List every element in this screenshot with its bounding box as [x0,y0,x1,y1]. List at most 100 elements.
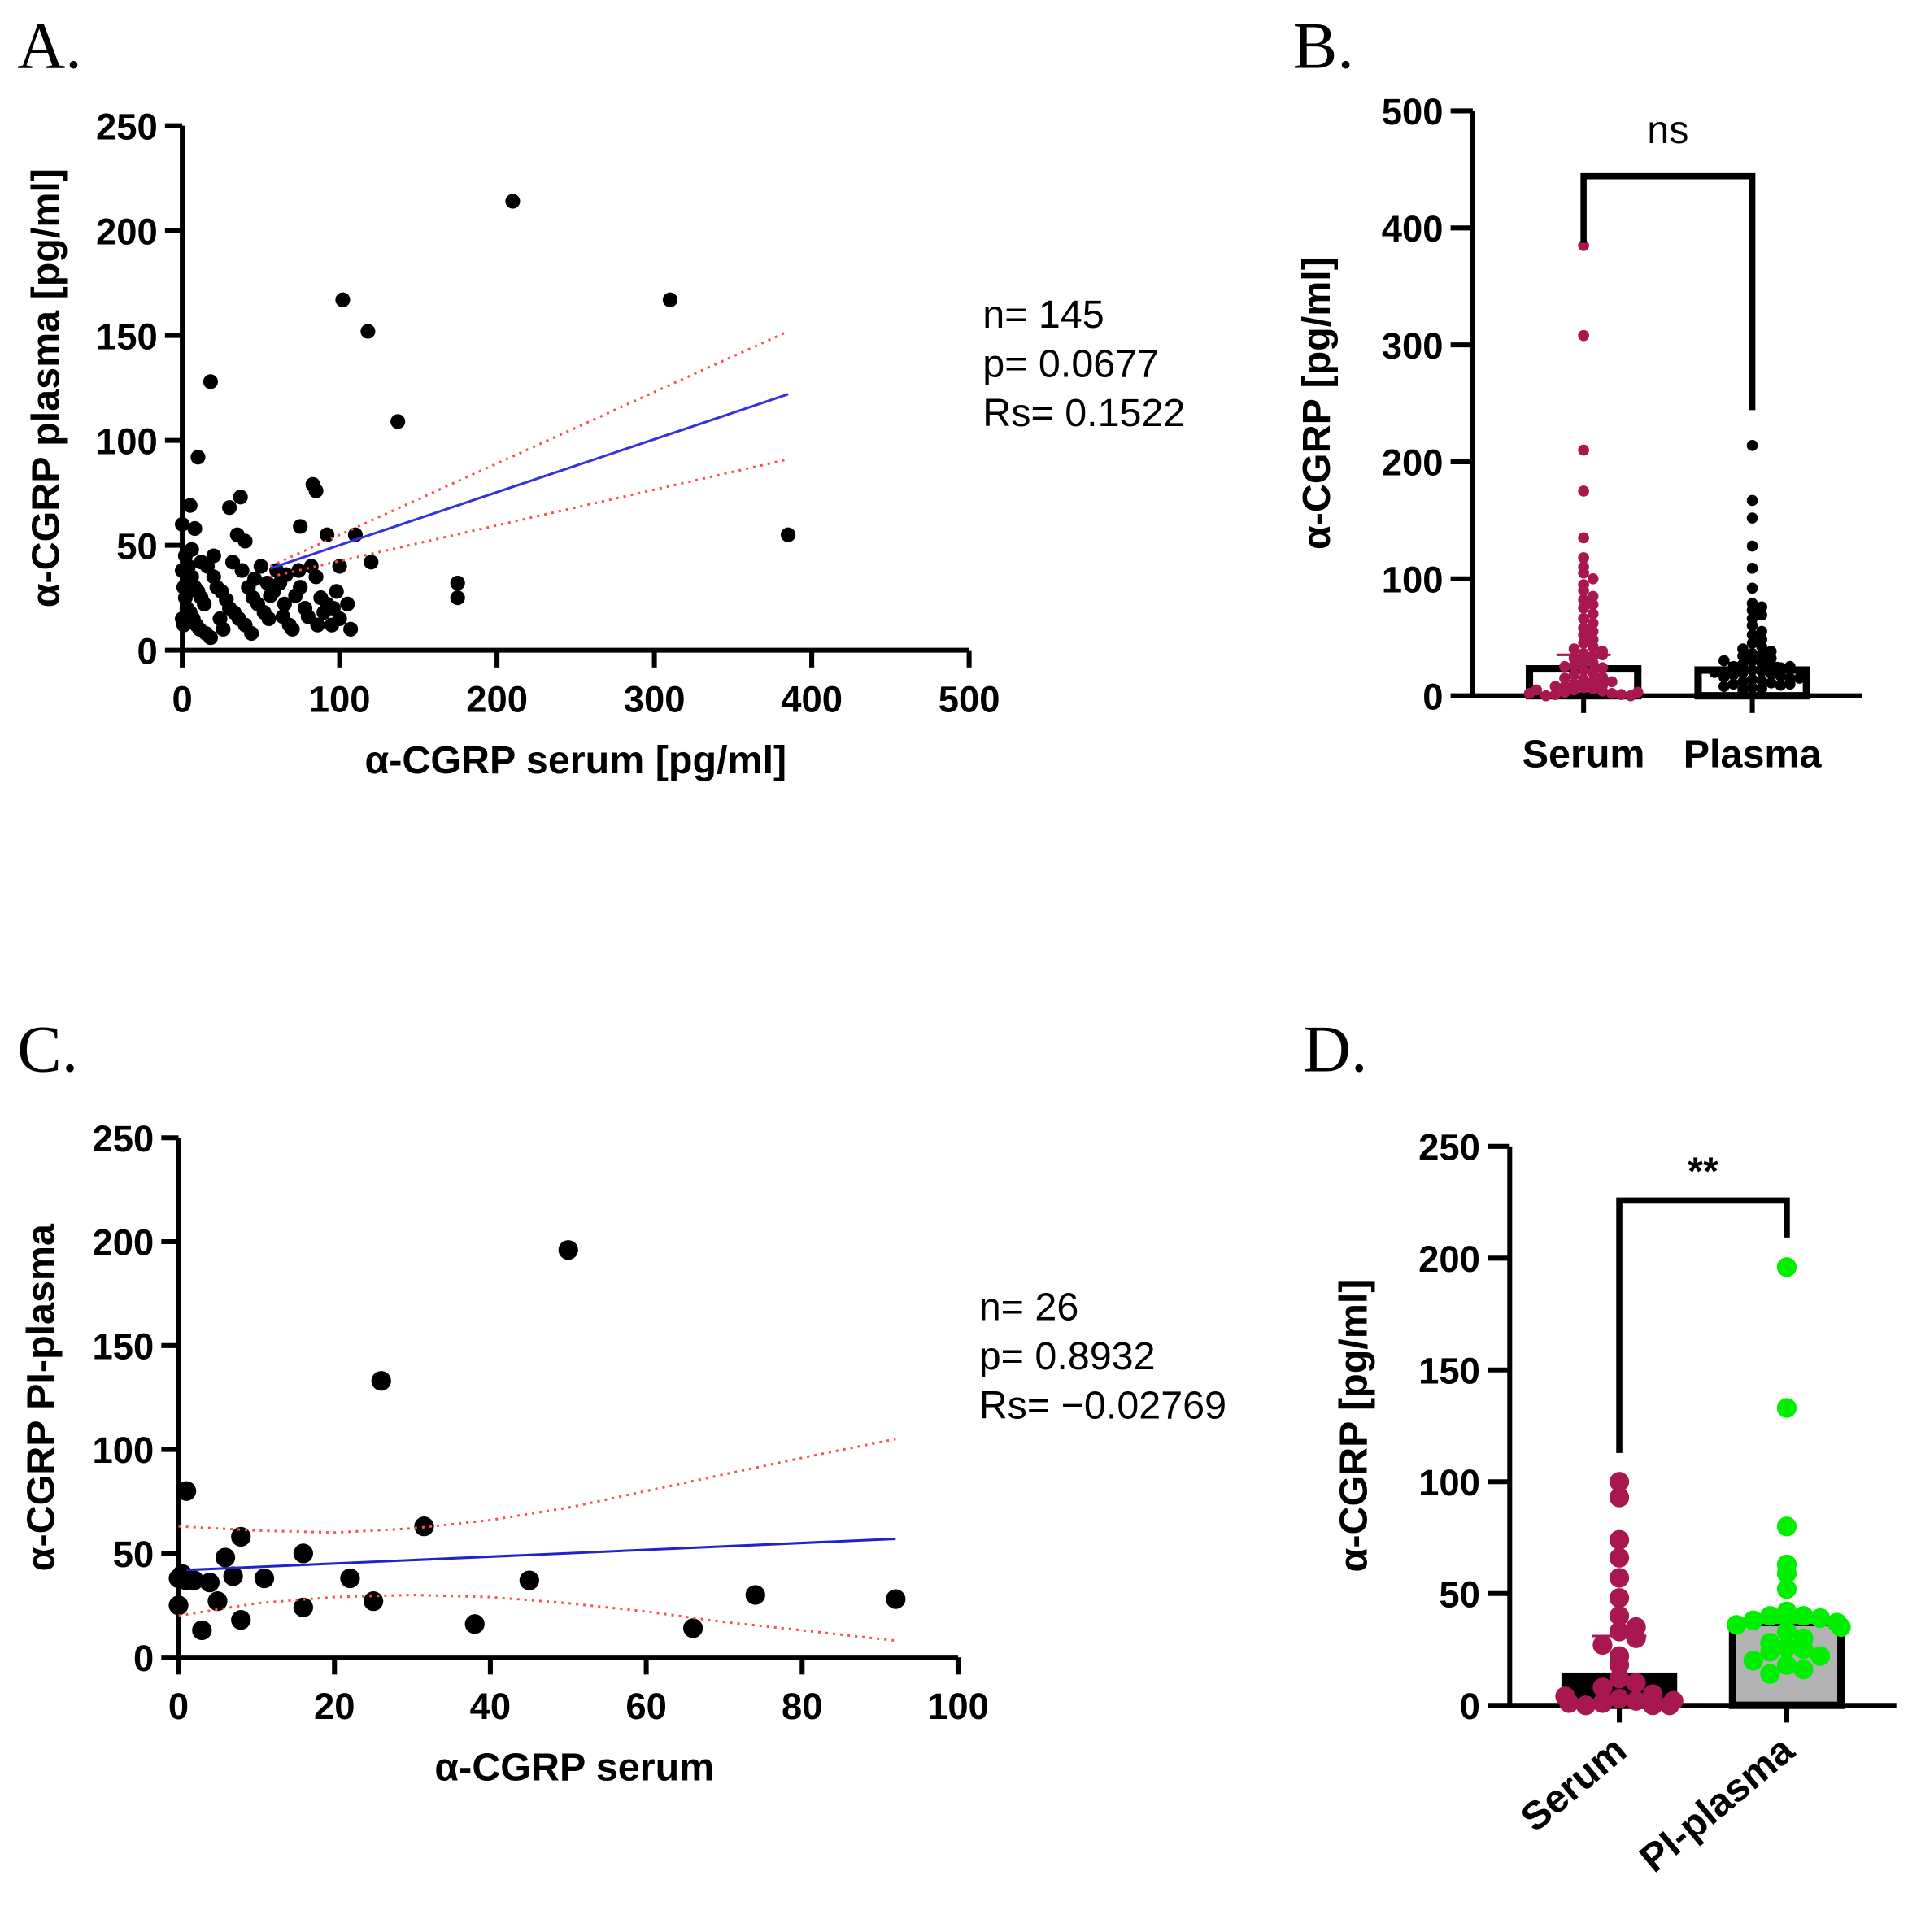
data-point [223,1566,243,1586]
data-point [519,1570,539,1590]
data-point [291,563,307,578]
data-point [335,292,351,307]
data-point [1756,683,1767,694]
stat-text: Rs= −0.02769 [979,1383,1226,1427]
data-point [1776,1655,1797,1675]
y-axis-title: α-CGRP PI-plasma [20,1223,63,1571]
data-point [1746,494,1758,507]
data-point [1631,686,1644,698]
data-point [1765,668,1777,680]
data-point [464,1614,485,1634]
y-tick-label: 50 [1439,1573,1480,1615]
data-point [558,1240,578,1260]
y-tick-label: 200 [96,211,158,252]
data-point [1575,1695,1596,1716]
regression-line [269,393,789,570]
data-point [1760,1606,1780,1626]
data-point [1793,672,1806,684]
x-tick-label: Plasma [1684,732,1823,776]
stat-text: p= 0.0677 [982,342,1159,386]
y-tick-label: 100 [1418,1462,1480,1503]
data-point [1718,655,1730,667]
data-point [175,611,190,627]
y-tick-label: 100 [96,420,158,462]
data-point [1663,1690,1684,1711]
x-axis-title: α-CGRP serum [434,1746,714,1790]
data-point [1578,637,1589,649]
data-point [285,621,300,637]
data-point [745,1585,765,1605]
data-point [1727,678,1740,690]
data-point [1756,641,1767,653]
y-axis-title: α-CGRP [pg/ml] [1295,257,1339,550]
data-point [1587,667,1599,678]
data-point [222,500,237,516]
data-point [1555,1686,1575,1707]
y-tick-label: 0 [1422,676,1443,717]
data-point [237,533,253,549]
data-point [1578,329,1589,342]
data-point [1643,1695,1663,1716]
data-point [1578,612,1589,624]
data-point [1737,650,1749,662]
data-point [261,611,277,627]
data-point [215,1547,236,1568]
ci-upper-line [269,330,789,568]
data-point [1578,629,1589,641]
data-point [1793,1606,1814,1626]
stat-text: n= 145 [982,293,1104,337]
data-point [1587,657,1599,669]
data-point [1587,608,1599,620]
ci-lower-line [270,458,789,578]
data-point [1746,582,1758,594]
data-point [1784,678,1796,690]
data-point [1609,1472,1630,1492]
data-point [1626,1628,1646,1648]
data-point [1596,671,1609,683]
data-point [1578,681,1589,694]
data-point [203,374,219,389]
data-point [207,1591,228,1612]
x-tick-label: PI-plasma [1631,1727,1803,1881]
significance-bracket [1616,1197,1790,1453]
data-point [1609,1588,1630,1608]
data-point [278,567,294,582]
data-point [1776,1637,1797,1657]
data-point [1737,676,1749,688]
data-point [1776,1516,1797,1537]
x-tick-label: 0 [172,678,192,720]
data-point [277,596,292,611]
data-point [1746,440,1758,451]
data-point [1776,1257,1797,1277]
y-tick-label: 200 [1382,442,1444,484]
data-point [1592,1677,1613,1698]
data-point [1578,552,1589,564]
x-tick-label: 60 [625,1686,667,1727]
data-point [1559,672,1570,684]
data-point [1756,665,1767,677]
x-tick-label: Serum [1513,1728,1635,1840]
data-point [1746,563,1758,574]
data-point [1587,625,1599,637]
x-tick-label: Serum [1522,732,1645,776]
y-tick-label: 50 [116,525,158,567]
data-point [1587,617,1599,629]
data-point [1760,1642,1780,1662]
y-tick-label: 200 [92,1222,154,1264]
data-point [1523,687,1535,699]
ci-lower-line [178,1593,896,1643]
y-tick-label: 150 [96,315,158,357]
data-point [1609,1568,1630,1588]
data-point [1578,485,1589,497]
data-point [1784,660,1796,672]
data-point [1592,1693,1613,1713]
data-point [1756,625,1767,637]
data-point [263,588,278,603]
data-point [1743,1610,1763,1630]
data-point [1559,686,1570,698]
data-point [1746,620,1758,632]
x-tick-label: 100 [309,678,371,720]
data-point [175,516,190,532]
data-point [1756,609,1767,621]
panel-label: A. [17,8,81,82]
